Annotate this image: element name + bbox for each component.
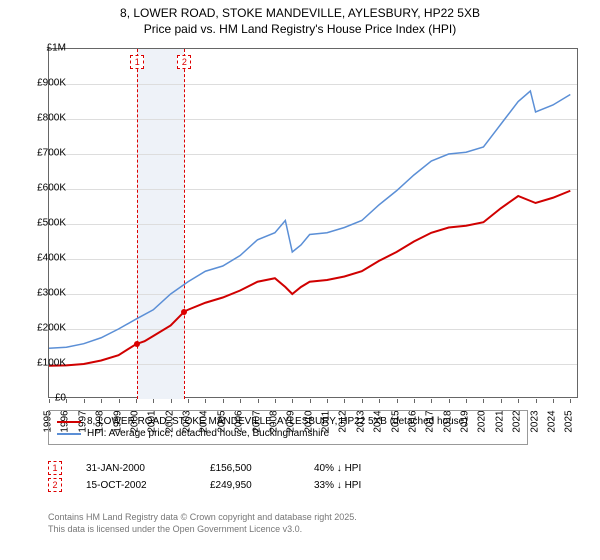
x-tick [310,399,311,403]
y-axis-label: £400K [37,253,66,264]
x-tick [536,399,537,403]
legend-label: HPI: Average price, detached house, Buck… [87,428,329,439]
y-axis-label: £800K [37,113,66,124]
chart-footer: Contains HM Land Registry data © Crown c… [48,512,357,535]
y-axis-label: £300K [37,288,66,299]
x-tick [188,399,189,403]
x-tick [101,399,102,403]
x-tick [518,399,519,403]
y-axis-label: £1M [47,43,66,54]
x-tick [258,399,259,403]
x-tick [136,399,137,403]
x-tick [414,399,415,403]
x-tick [397,399,398,403]
x-tick [66,399,67,403]
x-tick [292,399,293,403]
sale-price: £249,950 [210,480,290,491]
x-tick [119,399,120,403]
x-axis-label: 2025 [564,410,575,432]
x-tick [153,399,154,403]
x-axis-label: 2024 [546,410,557,432]
sales-table: 1 31-JAN-2000 £156,500 40% ↓ HPI 2 15-OCT-200… [48,458,394,495]
x-tick [431,399,432,403]
x-tick [84,399,85,403]
x-tick [466,399,467,403]
sale-marker-box: 1 [130,55,144,69]
sale-marker-icon: 2 [48,478,62,492]
x-tick [275,399,276,403]
sale-price: £156,500 [210,463,290,474]
x-tick [327,399,328,403]
sale-marker-icon: 1 [48,461,62,475]
x-tick [205,399,206,403]
chart-plot-area: 12 [48,48,578,398]
chart-legend: 8, LOWER ROAD, STOKE MANDEVILLE, AYLESBU… [48,410,528,445]
title-line2: Price paid vs. HM Land Registry's House … [0,22,600,38]
x-axis-label: 2023 [529,410,540,432]
footer-line2: This data is licensed under the Open Gov… [48,524,357,536]
legend-row: 8, LOWER ROAD, STOKE MANDEVILLE, AYLESBU… [57,416,519,427]
y-axis-label: £500K [37,218,66,229]
y-axis-label: £700K [37,148,66,159]
sales-row: 2 15-OCT-2002 £249,950 33% ↓ HPI [48,478,394,492]
x-tick [501,399,502,403]
series-line [49,191,570,366]
x-tick [449,399,450,403]
legend-row: HPI: Average price, detached house, Buck… [57,428,519,439]
sale-hpi-delta: 40% ↓ HPI [314,463,394,474]
sales-row: 1 31-JAN-2000 £156,500 40% ↓ HPI [48,461,394,475]
sale-point-dot [181,309,187,315]
y-axis-label: £600K [37,183,66,194]
chart-title: 8, LOWER ROAD, STOKE MANDEVILLE, AYLESBU… [0,0,600,37]
y-axis-label: £100K [37,358,66,369]
x-tick [240,399,241,403]
x-tick [344,399,345,403]
x-tick [171,399,172,403]
sale-date: 31-JAN-2000 [86,463,186,474]
chart-lines-svg [49,49,579,399]
x-tick [362,399,363,403]
legend-swatch [57,433,81,435]
y-axis-label: £900K [37,78,66,89]
y-axis-label: £200K [37,323,66,334]
y-axis-label: £0 [55,393,66,404]
x-tick [379,399,380,403]
x-tick [483,399,484,403]
title-line1: 8, LOWER ROAD, STOKE MANDEVILLE, AYLESBU… [0,6,600,22]
series-line [49,91,570,348]
x-tick [553,399,554,403]
sale-hpi-delta: 33% ↓ HPI [314,480,394,491]
x-tick [570,399,571,403]
sale-point-dot [134,341,140,347]
sale-marker-box: 2 [177,55,191,69]
legend-label: 8, LOWER ROAD, STOKE MANDEVILLE, AYLESBU… [87,416,468,427]
sale-date: 15-OCT-2002 [86,480,186,491]
x-tick [223,399,224,403]
x-tick [49,399,50,403]
footer-line1: Contains HM Land Registry data © Crown c… [48,512,357,524]
legend-swatch [57,421,81,423]
